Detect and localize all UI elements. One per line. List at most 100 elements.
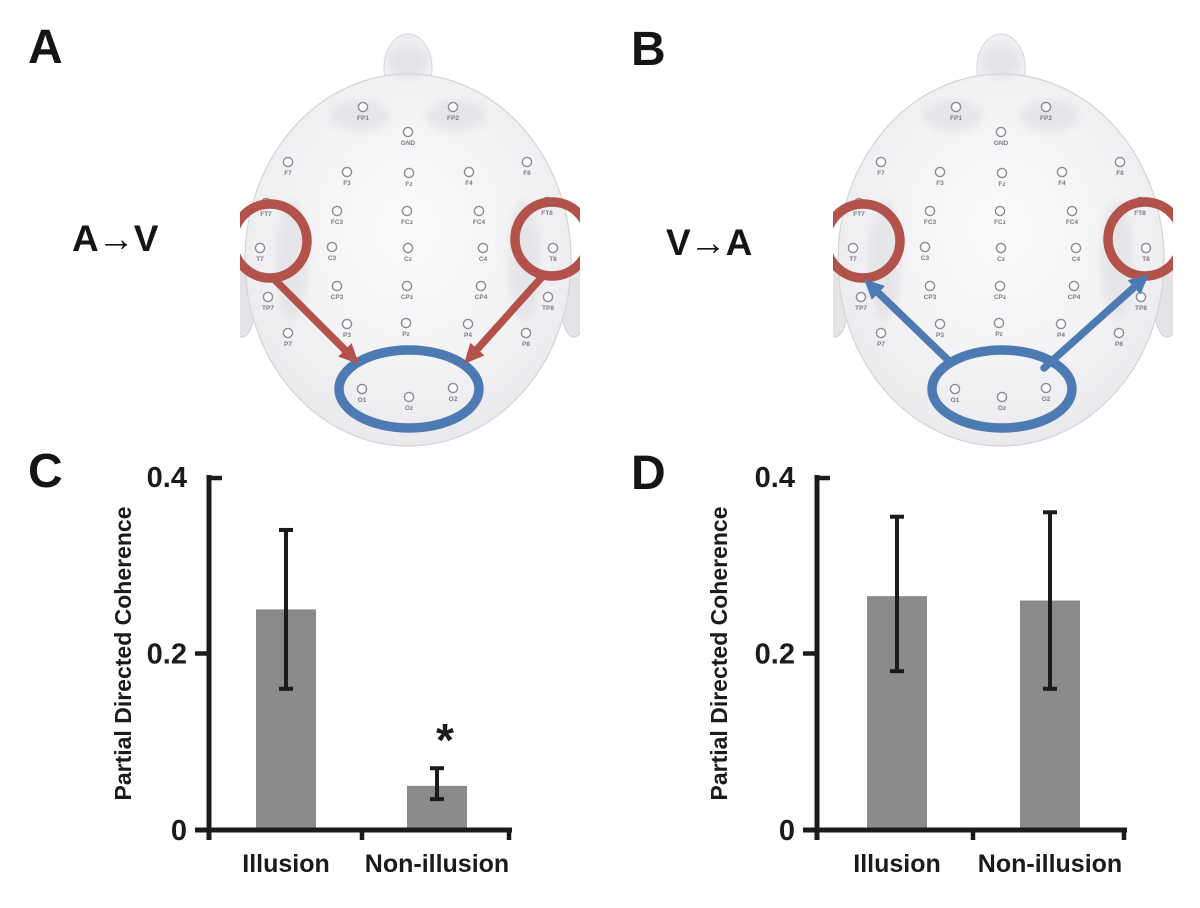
flow-arrow-head xyxy=(1127,274,1149,295)
electrode-P7 xyxy=(282,327,294,339)
electrode-F4 xyxy=(463,166,475,178)
electrode-CP4 xyxy=(1068,280,1080,292)
panel-a-head-diagram: FP1 FP2 GND F7 F3 Fz F4 F8 FT7 FC3 FCz FC4 FT8 T7 C3 Cz… xyxy=(240,33,580,447)
electrode-Cz xyxy=(995,242,1007,254)
electrode-label-P7: P7 xyxy=(877,341,885,348)
electrode-label-F7: F7 xyxy=(284,170,292,177)
electrode-O1 xyxy=(949,383,961,395)
electrode-label-FCz: FCz xyxy=(994,219,1007,226)
electrode-P7 xyxy=(875,327,887,339)
electrode-P4 xyxy=(462,318,474,330)
electrode-T7 xyxy=(847,242,859,254)
flow-arrow-shaft xyxy=(471,273,546,356)
electrode-label-Cz: Cz xyxy=(997,256,1006,263)
electrode-C4 xyxy=(1070,242,1082,254)
electrode-label-C3: C3 xyxy=(921,255,930,262)
electrode-FC4 xyxy=(1066,205,1078,217)
electrode-label-CP3: CP3 xyxy=(331,294,344,301)
electrode-label-TP8: TP8 xyxy=(542,305,554,312)
electrode-T8 xyxy=(1140,242,1152,254)
electrode-O2 xyxy=(1040,382,1052,394)
electrode-label-O2: O2 xyxy=(449,396,458,403)
electrode-FP2 xyxy=(447,101,459,113)
electrode-label-O1: O1 xyxy=(951,397,960,404)
electrode-P4 xyxy=(1055,318,1067,330)
electrode-GND xyxy=(402,126,414,138)
electrode-label-CPz: CPz xyxy=(401,294,414,301)
electrode-F3 xyxy=(934,166,946,178)
electrode-label-CP4: CP4 xyxy=(475,294,488,301)
electrode-Oz xyxy=(403,391,415,403)
electrode-label-Pz: Pz xyxy=(995,331,1003,338)
electrode-CP3 xyxy=(924,280,936,292)
electrode-label-FT8: FT8 xyxy=(541,210,553,217)
electrode-label-FP2: FP2 xyxy=(1040,115,1052,122)
electrode-FC3 xyxy=(331,205,343,217)
electrode-label-T7: T7 xyxy=(256,256,264,263)
electrode-label-Pz: Pz xyxy=(402,331,410,338)
category-label-non-illusion: Non-illusion xyxy=(365,850,509,878)
electrode-label-GND: GND xyxy=(401,140,416,147)
electrode-CP4 xyxy=(475,280,487,292)
electrode-label-FC3: FC3 xyxy=(331,219,344,226)
electrode-label-T7: T7 xyxy=(849,256,857,263)
electrode-Pz xyxy=(993,317,1005,329)
flow-arrow-head xyxy=(864,279,885,300)
electrode-C3 xyxy=(919,241,931,253)
y-tick-label-0.2: 0.2 xyxy=(147,639,187,671)
electrode-C3 xyxy=(326,241,338,253)
electrode-Fz xyxy=(403,167,415,179)
electrode-F8 xyxy=(1114,156,1126,168)
electrode-label-F3: F3 xyxy=(343,180,351,187)
y-tick-label-0.4: 0.4 xyxy=(147,462,187,494)
electrode-TP8 xyxy=(1135,291,1147,303)
scalp-shading xyxy=(330,100,390,132)
electrode-label-TP7: TP7 xyxy=(262,305,274,312)
electrode-T7 xyxy=(254,242,266,254)
scalp-shading xyxy=(1019,100,1079,132)
electrode-label-FC3: FC3 xyxy=(924,219,937,226)
electrode-GND xyxy=(995,126,1007,138)
scalp-shading xyxy=(426,100,486,132)
electrode-label-F8: F8 xyxy=(523,170,531,177)
electrode-FCz xyxy=(994,205,1006,217)
electrode-label-P4: P4 xyxy=(1057,332,1065,339)
y-tick-label-0: 0 xyxy=(779,815,795,847)
electrode-F3 xyxy=(341,166,353,178)
scalp-shading xyxy=(981,46,1021,78)
electrode-label-FT8: FT8 xyxy=(1134,210,1146,217)
electrode-P8 xyxy=(1113,327,1125,339)
flow-arrow-shaft xyxy=(270,275,351,356)
electrode-label-C4: C4 xyxy=(1072,256,1081,263)
electrode-label-P8: P8 xyxy=(1115,341,1123,348)
electrode-label-C3: C3 xyxy=(328,255,337,262)
electrode-label-F4: F4 xyxy=(1058,180,1066,187)
electrode-TP8 xyxy=(542,291,554,303)
electrode-O1 xyxy=(356,383,368,395)
electrode-FC4 xyxy=(473,205,485,217)
electrode-label-TP8: TP8 xyxy=(1135,305,1147,312)
electrode-C4 xyxy=(477,242,489,254)
panel-c-bar-chart: * 0 0.2 0.4 Illusion Non-illusion Partial Dire… xyxy=(110,462,512,878)
electrode-label-F8: F8 xyxy=(1116,170,1124,177)
electrode-label-F4: F4 xyxy=(465,180,473,187)
electrode-FCz xyxy=(401,205,413,217)
electrode-Pz xyxy=(400,317,412,329)
electrode-label-Fz: Fz xyxy=(405,181,413,188)
electrode-FP1 xyxy=(357,101,369,113)
electrode-F7 xyxy=(282,156,294,168)
electrode-Oz xyxy=(996,391,1008,403)
electrode-label-FC4: FC4 xyxy=(473,219,486,226)
y-tick-label-0: 0 xyxy=(171,815,187,847)
electrode-label-O1: O1 xyxy=(358,397,367,404)
electrode-F4 xyxy=(1056,166,1068,178)
electrode-CP3 xyxy=(331,280,343,292)
panel-a-relation-label: A→V xyxy=(72,218,158,259)
electrode-label-P3: P3 xyxy=(936,332,944,339)
panel-d-bar-chart: 0 0.2 0.4 Illusion Non-illusion Partial Direc… xyxy=(706,462,1127,878)
y-axis-title: Partial Directed Coherence xyxy=(110,506,136,800)
panel-b-head-diagram: FP1 FP2 GND F7 F3 Fz F4 F8 FT7 FC3 FCz FC4 FT8 T7 C3 Cz… xyxy=(833,33,1173,447)
electrode-O2 xyxy=(447,382,459,394)
y-tick-label-0.2: 0.2 xyxy=(755,639,795,671)
electrode-label-P8: P8 xyxy=(522,341,530,348)
